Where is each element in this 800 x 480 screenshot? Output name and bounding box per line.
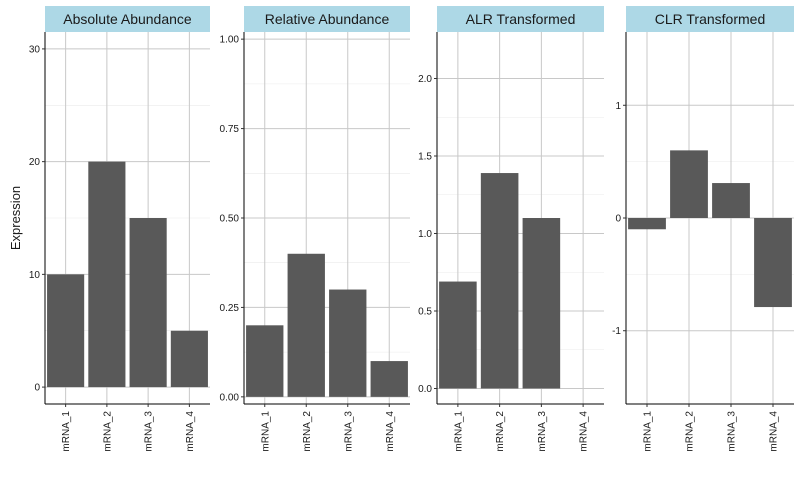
facet-strip [45, 6, 210, 32]
x-tick-label: mRNA_2 [102, 411, 113, 452]
bar [129, 218, 167, 388]
bar [712, 183, 750, 218]
y-tick-label: 10 [29, 270, 41, 281]
y-tick-label: 30 [29, 44, 41, 55]
y-tick-label: 20 [29, 157, 41, 168]
facet-strip [437, 6, 604, 32]
bar [329, 289, 367, 397]
x-tick-label: mRNA_4 [185, 411, 196, 452]
x-tick-label: mRNA_4 [769, 411, 780, 452]
bar [628, 218, 666, 230]
x-tick-label: mRNA_2 [302, 411, 313, 452]
bar [439, 281, 477, 389]
y-tick-label: 0 [34, 383, 40, 394]
x-tick-label: mRNA_3 [727, 411, 738, 452]
y-tick-label: 0.75 [220, 124, 240, 135]
y-tick-label: -1 [612, 326, 621, 337]
bar [754, 218, 792, 308]
y-tick-label: 0.25 [220, 303, 240, 314]
y-tick-label: 0.5 [418, 307, 432, 318]
facet-panel: Absolute Abundance 0 10 20 30 mRNA_1 mRNA_2 mRN… [29, 6, 210, 452]
bar [370, 361, 408, 397]
bar [480, 173, 519, 389]
facet-title: Absolute Abundance [63, 11, 192, 27]
y-tick-label: 0.0 [418, 384, 432, 395]
x-tick-label: mRNA_2 [495, 411, 506, 452]
facet-strip [626, 6, 794, 32]
x-tick-label: mRNA_3 [343, 411, 354, 452]
facet-title: Relative Abundance [265, 11, 390, 27]
bar [47, 274, 85, 388]
x-tick-label: mRNA_3 [537, 411, 548, 452]
bar [246, 325, 284, 397]
bar [88, 161, 126, 388]
y-tick-label: 1.0 [418, 229, 432, 240]
y-tick-label: 0.50 [220, 214, 240, 225]
y-axis-label: Expression [8, 186, 23, 250]
y-tick-label: 1.5 [418, 152, 432, 163]
y-tick-label: 0 [615, 214, 621, 225]
facet-panel: CLR Transformed -1 0 1 mRNA_1 mRNA_2 mRNA_3 mRN… [612, 6, 794, 452]
x-tick-label: mRNA_1 [260, 411, 271, 452]
bar [287, 253, 325, 397]
bar [670, 150, 708, 218]
x-tick-label: mRNA_1 [61, 411, 72, 452]
y-tick-label: 1.00 [220, 35, 240, 46]
x-tick-label: mRNA_1 [643, 411, 654, 452]
y-tick-label: 2.0 [418, 74, 432, 85]
bar [170, 330, 208, 388]
facet-panel: Relative Abundance 0.00 0.25 0.50 0.75 1.00 mR… [220, 6, 410, 452]
facet-title: CLR Transformed [655, 11, 765, 27]
y-tick-label: 0.00 [220, 392, 240, 403]
bar [522, 218, 561, 389]
x-tick-label: mRNA_2 [685, 411, 696, 452]
x-tick-label: mRNA_4 [579, 411, 590, 452]
facet-panel: ALR Transformed 0.0 0.5 1.0 1.5 2.0 mRNA_1 mRNA… [418, 6, 604, 452]
x-tick-label: mRNA_3 [144, 411, 155, 452]
facet-title: ALR Transformed [466, 11, 576, 27]
facet-strip [244, 6, 410, 32]
x-tick-label: mRNA_1 [453, 411, 464, 452]
y-tick-label: 1 [615, 101, 621, 112]
x-tick-label: mRNA_4 [385, 411, 396, 452]
